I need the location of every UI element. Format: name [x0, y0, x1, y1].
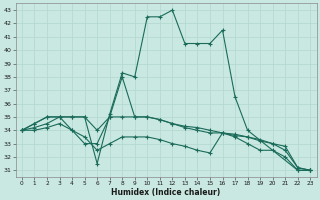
- X-axis label: Humidex (Indice chaleur): Humidex (Indice chaleur): [111, 188, 221, 197]
